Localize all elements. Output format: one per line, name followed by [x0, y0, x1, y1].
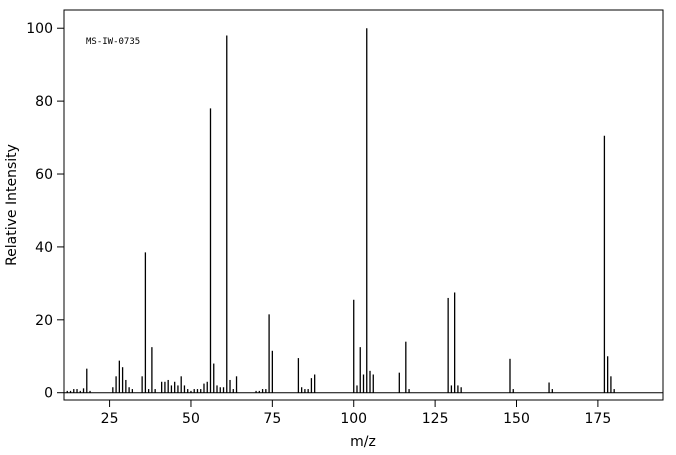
- x-tick-label: 25: [101, 411, 119, 427]
- x-tick-label: 175: [585, 411, 612, 427]
- y-tick-label: 60: [35, 167, 53, 183]
- y-tick-label: 40: [35, 240, 53, 256]
- y-axis-label: Relative Intensity: [4, 144, 20, 266]
- x-tick-label: 50: [182, 411, 200, 427]
- x-tick-label: 125: [422, 411, 449, 427]
- x-tick-label: 75: [263, 411, 281, 427]
- y-tick-label: 100: [26, 21, 53, 37]
- y-tick-label: 20: [35, 313, 53, 329]
- annotation: MS-IW-0735: [86, 37, 140, 47]
- x-tick-label: 150: [503, 411, 530, 427]
- plot-frame: [63, 9, 664, 401]
- y-tick-label: 80: [35, 94, 53, 110]
- x-tick-label: 100: [340, 411, 367, 427]
- x-axis-label: m/z: [350, 434, 376, 450]
- y-tick-label: 0: [44, 386, 53, 402]
